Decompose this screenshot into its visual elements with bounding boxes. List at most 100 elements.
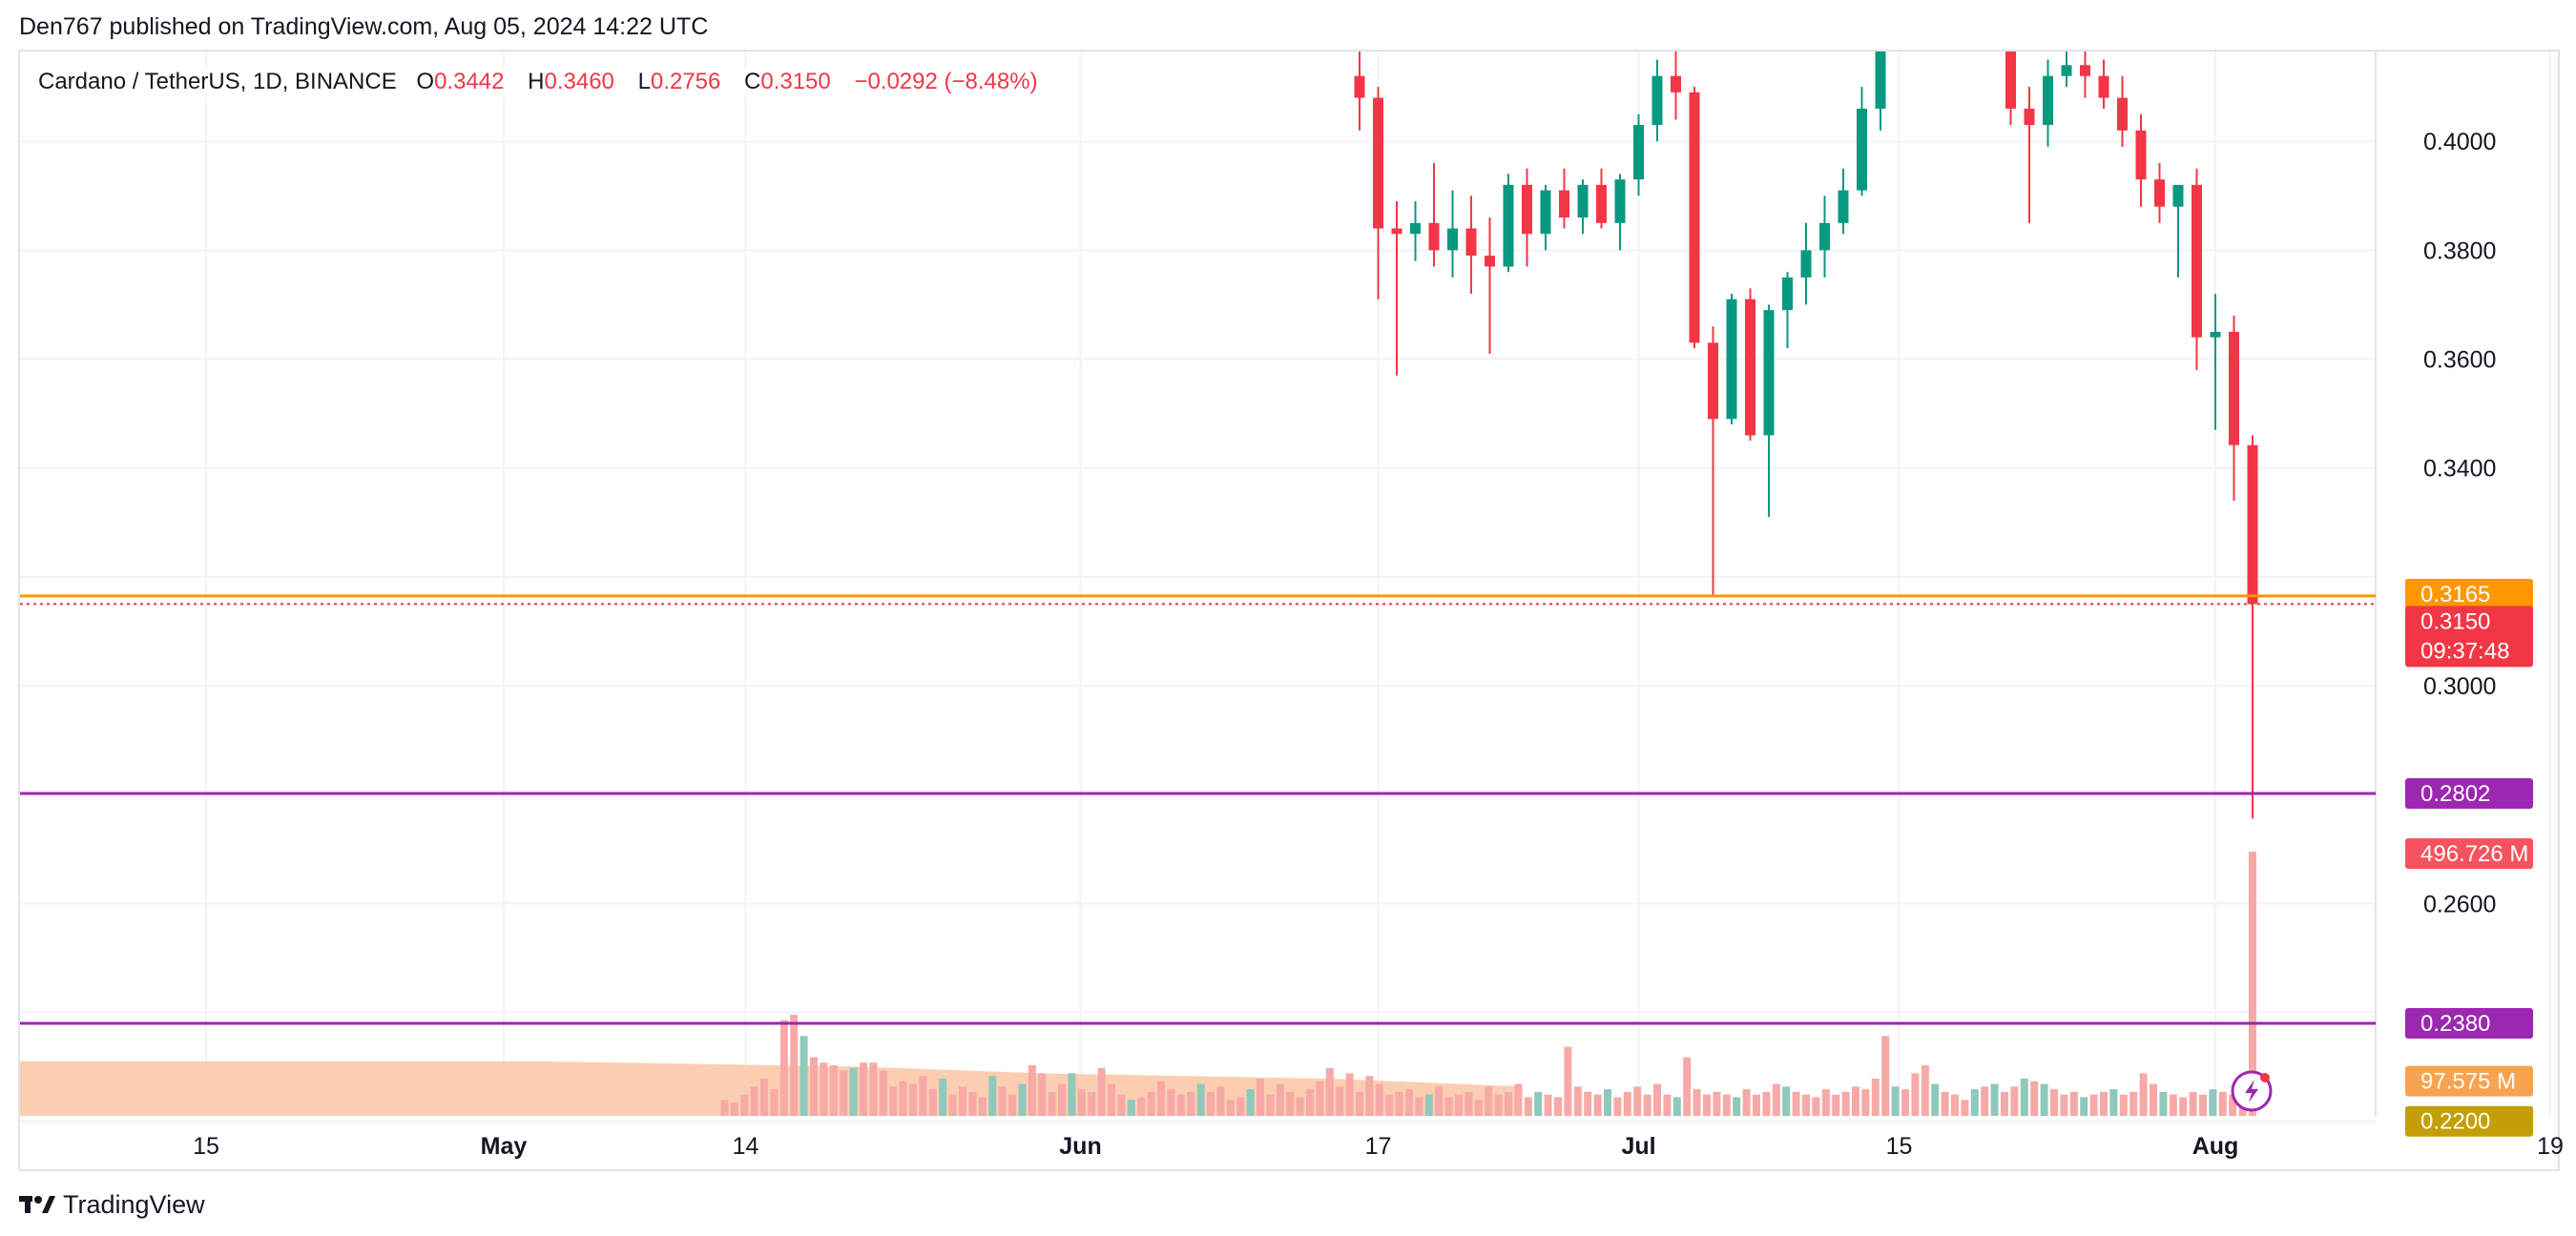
volume-bar (2001, 1091, 2008, 1116)
volume-bar (1852, 1086, 1859, 1116)
volume-bar (899, 1081, 907, 1116)
notification-dot-icon (2260, 1073, 2270, 1082)
footer[interactable]: TradingView (19, 1190, 205, 1219)
volume-bar (1762, 1091, 1771, 1116)
volume-bar (849, 1067, 858, 1116)
level-label: 0.2380 (2420, 1011, 2490, 1037)
volume-bar (750, 1086, 758, 1116)
candle-body (2210, 331, 2221, 338)
volume-bar (1068, 1073, 1076, 1116)
volume-bar (2209, 1089, 2217, 1116)
volume-bar (1742, 1089, 1751, 1116)
candle-body (1447, 228, 1458, 251)
x-tick-label: Jul (1621, 1133, 1655, 1160)
x-tick-label: 14 (733, 1133, 759, 1160)
volume-bar (1216, 1086, 1225, 1116)
volume-bar (1296, 1097, 1304, 1116)
legend-close-value: 0.3150 (760, 69, 831, 94)
price-label: 0.2200 (2420, 1109, 2490, 1135)
legend-high-value: 0.3460 (544, 69, 614, 94)
y-tick-label: 0.2600 (2423, 891, 2496, 917)
volume-bar (2010, 1086, 2019, 1116)
level-label-bg (2405, 778, 2533, 810)
candle-body (1391, 228, 1402, 235)
volume-bar (2159, 1091, 2168, 1116)
x-tick-label: 15 (193, 1133, 219, 1160)
y-tick-label: 0.3600 (2423, 347, 2496, 374)
volume-bar (1841, 1091, 1850, 1116)
candle-body (1857, 108, 1867, 191)
volume-bar (1901, 1089, 1909, 1116)
y-tick-label: 0.3800 (2423, 237, 2496, 264)
candle-body (2005, 52, 2016, 109)
volume-bar (1653, 1083, 1661, 1116)
volume-bar (820, 1062, 828, 1116)
volume-bar (1474, 1100, 1483, 1116)
volume-bar (1167, 1089, 1175, 1116)
volume-bar (1286, 1091, 1295, 1116)
y-tick-label: 0.3400 (2423, 456, 2496, 483)
candle-body (1838, 190, 1849, 223)
x-tick-label: Aug (2192, 1133, 2239, 1160)
volume-bar (1683, 1057, 1692, 1116)
x-tick-label: 19 (2537, 1133, 2564, 1160)
candle-body (2098, 75, 2109, 98)
volume-bar (968, 1091, 977, 1116)
candle-body (1522, 184, 1532, 235)
candle-body (1763, 310, 1775, 436)
volume-bar (1147, 1091, 1155, 1116)
legend-high-label: H (528, 69, 545, 94)
volume-bar (978, 1097, 987, 1116)
candle-body (2192, 184, 2202, 338)
volume-bar (1385, 1094, 1394, 1116)
volume-bar (1990, 1083, 1999, 1116)
candle-body (1745, 299, 1755, 436)
volume-bar (1672, 1097, 1681, 1116)
volume-bar (860, 1062, 867, 1116)
volume-bar (939, 1078, 947, 1116)
candle-body (2080, 65, 2090, 76)
volume-bar (1246, 1089, 1255, 1116)
legend-low-value: 0.2756 (650, 69, 721, 94)
volume-bar (1792, 1091, 1800, 1116)
candle-body (1875, 52, 1886, 109)
publisher-line: Den767 published on TradingView.com, Aug… (19, 13, 709, 40)
volume-bar (1693, 1089, 1701, 1116)
volume-bar (1276, 1083, 1284, 1116)
event-icon-group (2231, 1070, 2273, 1112)
volume-ma-label-bg (2405, 1065, 2533, 1097)
volume-bar (1018, 1083, 1027, 1116)
candle-body (2247, 444, 2258, 605)
volume-bar (1207, 1091, 1215, 1116)
volume-bar (790, 1015, 799, 1116)
volume-bar (1713, 1091, 1721, 1116)
volume-bar (1891, 1086, 1900, 1116)
volume-bar (2069, 1091, 2078, 1116)
x-tick-label: 17 (1365, 1133, 1392, 1160)
volume-bar (1981, 1086, 1989, 1116)
level-label: 0.2802 (2420, 781, 2490, 807)
candle-body (1800, 250, 1812, 278)
volume-bar (1257, 1078, 1264, 1116)
candle-body (1596, 184, 1607, 223)
volume-bar (879, 1070, 887, 1116)
volume-bar (2060, 1094, 2068, 1116)
volume-bar (1465, 1091, 1473, 1116)
tradingview-logo-icon (19, 1196, 55, 1213)
y-tick-label: 0.3000 (2423, 673, 2496, 700)
legend-low-label: L (637, 69, 651, 94)
volume-bar (1514, 1083, 1523, 1116)
last-price-label-countdown: 09:37:48 (2420, 638, 2509, 664)
volume-bar (1008, 1094, 1016, 1116)
volume-bar (1623, 1091, 1631, 1116)
candle-body (2024, 108, 2035, 126)
lightning-bolt-icon (2245, 1080, 2258, 1102)
y-tick-label: 0.4000 (2423, 129, 2496, 155)
volume-bar (1226, 1100, 1235, 1116)
volume-bar (988, 1076, 997, 1116)
volume-bar (800, 1036, 808, 1116)
candle-body (2135, 130, 2147, 180)
volume-bar (1921, 1065, 1929, 1116)
